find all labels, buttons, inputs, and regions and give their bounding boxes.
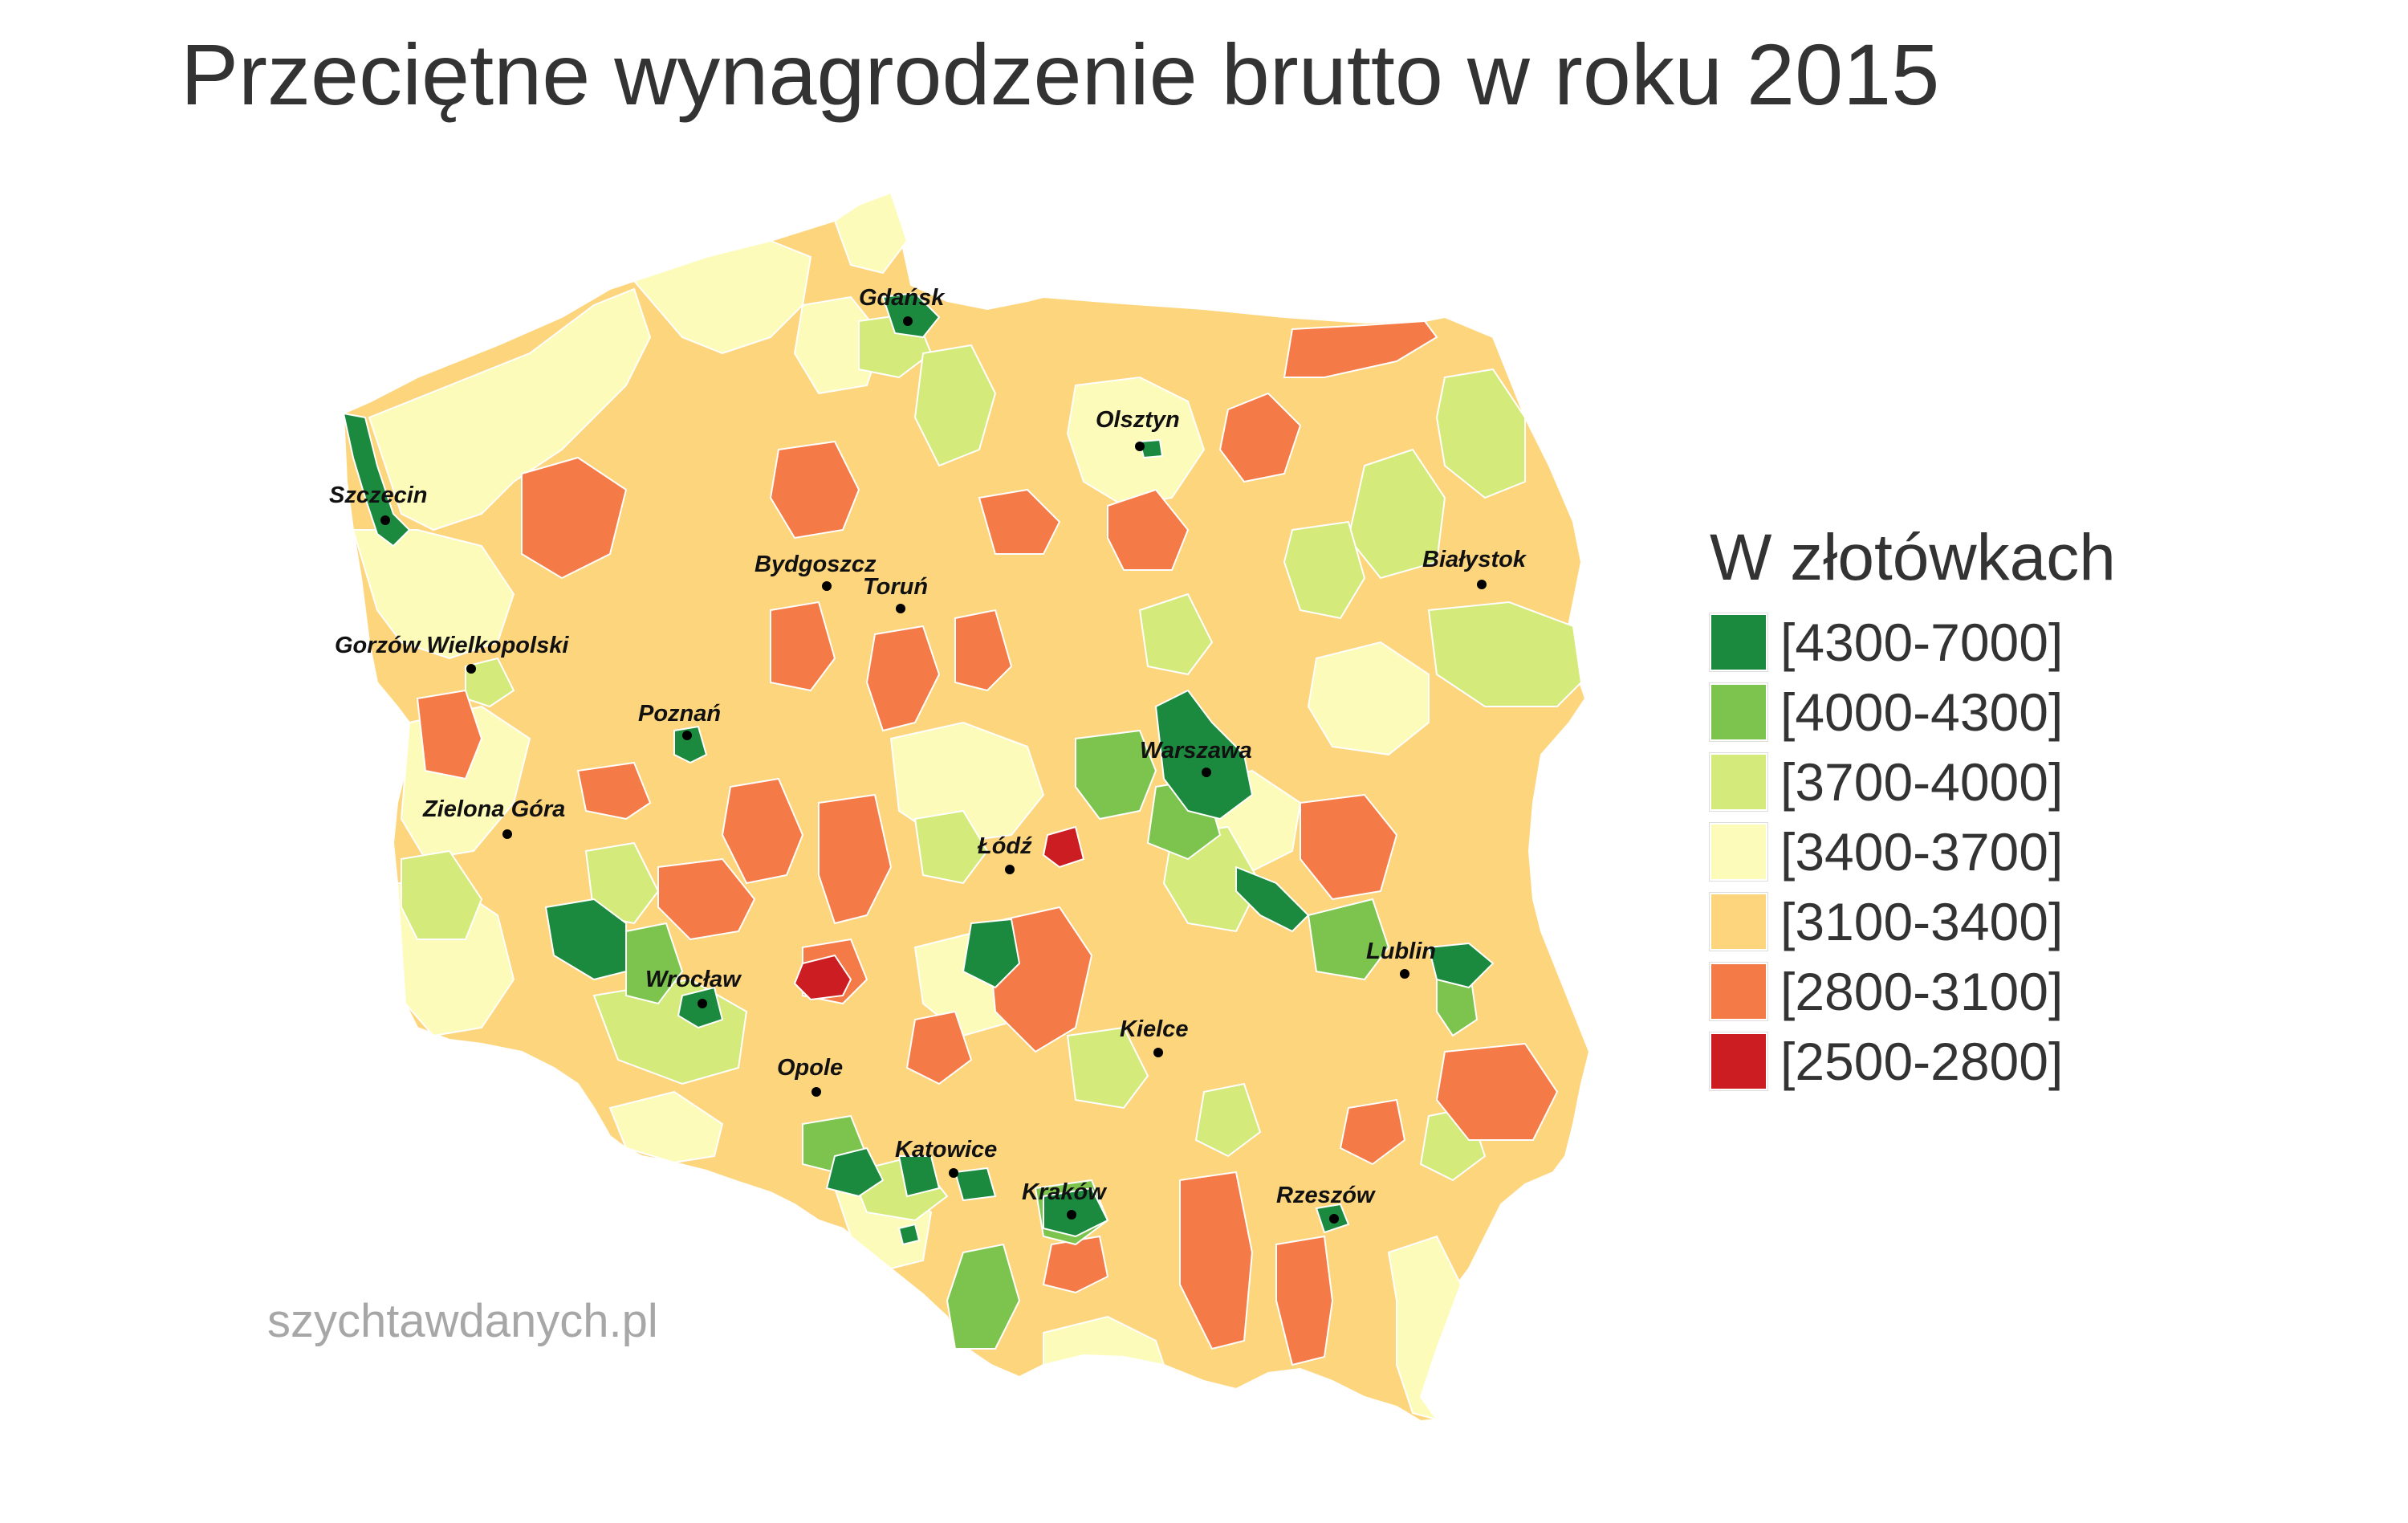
legend-swatch — [1709, 961, 1768, 1021]
legend-label: [2800-3100] — [1780, 961, 2064, 1021]
legend-swatch — [1709, 1031, 1768, 1091]
legend-label: [2500-2800] — [1780, 1031, 2064, 1091]
city-label: Szczecin — [329, 483, 428, 508]
city-marker: Lublin — [1366, 939, 1436, 979]
city-marker: Olsztyn — [1096, 407, 1180, 451]
legend-label: [3100-3400] — [1780, 891, 2064, 951]
city-marker: Szczecin — [329, 483, 428, 525]
city-label: Olsztyn — [1096, 407, 1180, 433]
legend-swatch — [1709, 821, 1768, 882]
city-label: Warszawa — [1140, 738, 1252, 764]
city-marker: Zielona Góra — [422, 796, 565, 839]
city-label: Poznań — [638, 701, 721, 727]
legend-label: [3700-4000] — [1780, 751, 2064, 812]
city-label: Opole — [777, 1055, 843, 1081]
city-marker: Białystok — [1422, 547, 1527, 589]
city-marker: Warszawa — [1140, 738, 1252, 777]
city-label: Bydgoszcz — [755, 552, 877, 577]
map-title: Przeciętne wynagrodzenie brutto w roku 2… — [181, 26, 1940, 123]
city-marker: Rzeszów — [1276, 1183, 1377, 1224]
city-label: Kielce — [1120, 1016, 1188, 1042]
city-marker: Bydgoszcz — [755, 552, 877, 591]
city-label: Rzeszów — [1276, 1183, 1377, 1208]
legend-item: [2500-2800] — [1709, 1026, 2116, 1096]
city-label: Kraków — [1022, 1179, 1108, 1205]
legend-swatch — [1709, 751, 1768, 812]
legend-label: [3400-3700] — [1780, 821, 2064, 882]
city-marker: Łódź — [977, 833, 1032, 874]
legend-swatch — [1709, 891, 1768, 951]
regions-2800-3100 — [416, 320, 1559, 1366]
city-label: Białystok — [1422, 547, 1527, 572]
legend-item: [2800-3100] — [1709, 956, 2116, 1026]
city-marker: Poznań — [638, 701, 721, 740]
legend-item: [4000-4300] — [1709, 677, 2116, 747]
city-label: Lublin — [1366, 939, 1436, 964]
legend-title: W złotówkach — [1710, 521, 2116, 594]
city-marker: Opole — [777, 1055, 843, 1097]
city-marker: Kielce — [1120, 1016, 1188, 1057]
watermark: szychtawdanych.pl — [267, 1295, 658, 1347]
legend-label: [4300-7000] — [1780, 612, 2064, 672]
city-marker: Wrocław — [645, 967, 742, 1008]
legend-item: [3700-4000] — [1709, 747, 2116, 816]
city-label: Katowice — [895, 1137, 997, 1163]
city-marker: Gorzów Wielkopolski — [335, 633, 569, 674]
legend-item: [4300-7000] — [1709, 607, 2116, 677]
regions-2500-2800 — [793, 825, 1085, 1001]
city-marker: Katowice — [895, 1137, 997, 1178]
legend-item: [3400-3700] — [1709, 816, 2116, 886]
city-marker: Kraków — [1022, 1179, 1108, 1220]
city-label: Gdańsk — [859, 285, 946, 311]
legend-item: [3100-3400] — [1709, 886, 2116, 956]
city-label: Wrocław — [645, 967, 742, 992]
city-marker: Toruń — [863, 574, 928, 613]
city-label: Łódź — [977, 833, 1032, 859]
city-label: Gorzów Wielkopolski — [335, 633, 569, 658]
city-label: Zielona Góra — [422, 796, 565, 822]
city-markers: Gdańsk Olsztyn Szczecin Białystok Bydgos… — [329, 285, 1527, 1224]
city-marker: Gdańsk — [859, 285, 946, 326]
legend: W złotówkach [4300-7000] [4000-4300] [37… — [1709, 520, 2116, 1096]
legend-label: [4000-4300] — [1780, 682, 2064, 742]
legend-swatch — [1709, 682, 1768, 742]
regions-4300-7000 — [342, 291, 1495, 1246]
city-label: Toruń — [863, 574, 928, 600]
legend-swatch — [1709, 612, 1768, 672]
